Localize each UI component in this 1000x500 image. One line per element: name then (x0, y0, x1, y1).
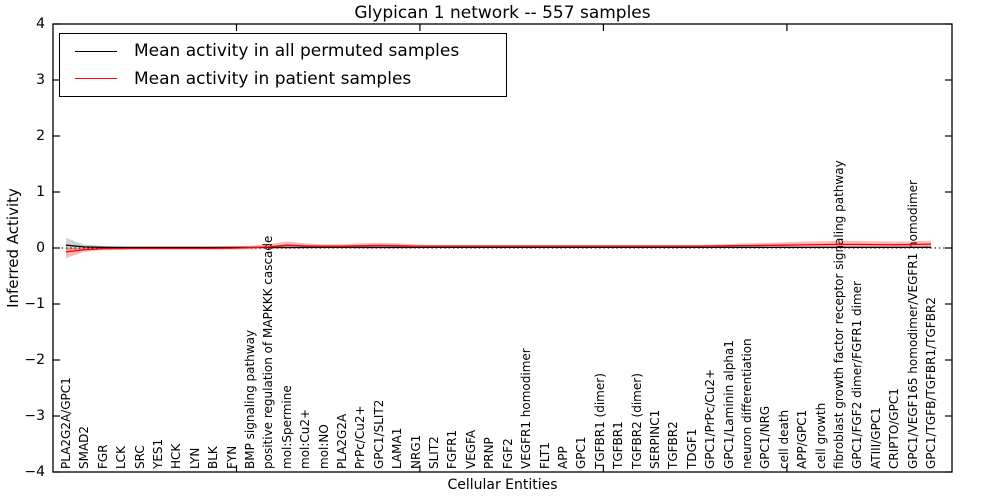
legend-line-red (75, 78, 117, 80)
chart-title: Glypican 1 network -- 557 samples (354, 3, 651, 23)
x-axis-label: Cellular Entities (447, 477, 558, 493)
y-tick-label: 4 (36, 16, 45, 32)
legend-entry-permuted: Mean activity in all permuted samples (60, 41, 506, 61)
legend-line-black (75, 50, 117, 52)
y-tick-label: −1 (24, 296, 45, 312)
legend-entry-patient: Mean activity in patient samples (60, 69, 506, 89)
y-tick-label: −2 (24, 352, 45, 368)
y-tick-label: 1 (36, 184, 45, 200)
confidence-band (66, 240, 931, 259)
y-tick-label: 2 (36, 128, 45, 144)
legend: Mean activity in all permuted samples Me… (59, 33, 507, 97)
series-line (65, 244, 932, 249)
series-line (65, 243, 932, 253)
legend-label-permuted: Mean activity in all permuted samples (134, 41, 460, 62)
y-tick-label: 0 (36, 240, 45, 256)
legend-label-patient: Mean activity in patient samples (134, 68, 412, 89)
y-tick-label: 3 (36, 72, 45, 88)
y-tick-label: −4 (24, 464, 45, 480)
y-tick-label: −3 (24, 408, 45, 424)
